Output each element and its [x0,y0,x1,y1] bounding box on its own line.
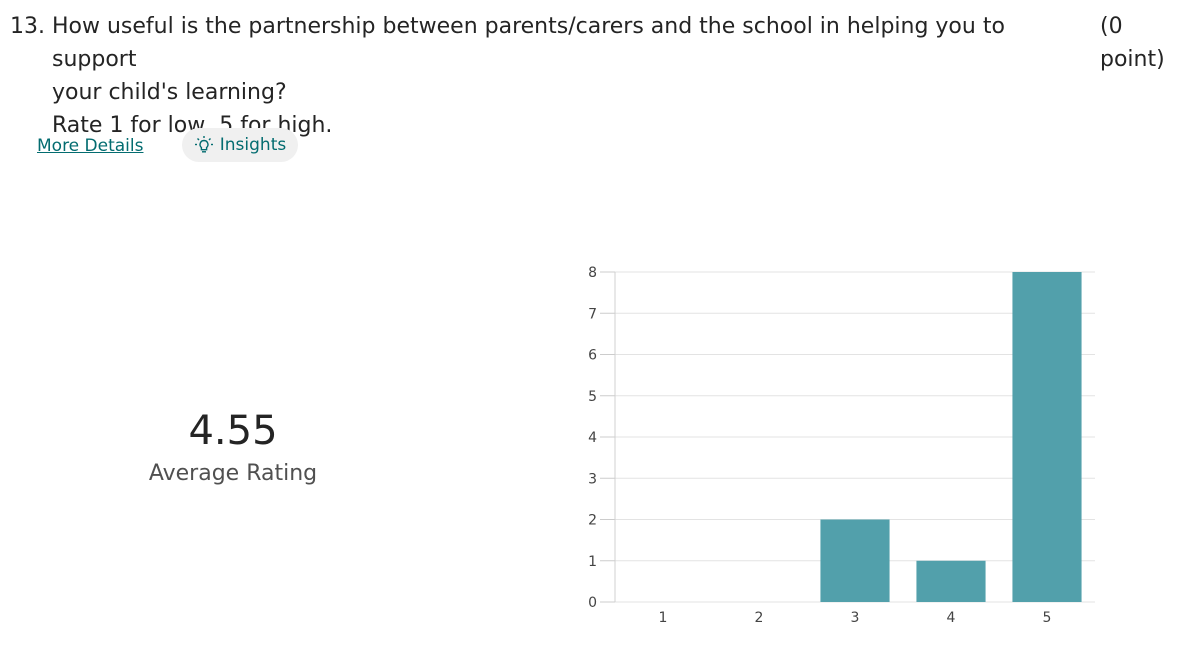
x-tick-label: 5 [1043,610,1052,626]
y-tick-label: 4 [588,430,597,446]
average-rating-value: 4.55 [188,408,278,454]
bar [820,519,890,602]
y-tick-label: 2 [588,513,597,529]
x-tick-label: 1 [659,610,668,626]
x-tick-label: 2 [755,610,764,626]
y-tick-label: 7 [588,306,597,322]
insights-label: Insights [219,135,287,155]
y-tick-label: 5 [588,389,597,405]
rating-bar-chart: 0 1 2 3 4 5 6 7 8 1 2 3 4 5 [588,265,1095,626]
y-tick-label: 6 [588,348,597,364]
points-line: point) [1100,47,1165,72]
question-points: (0 point) [1100,10,1165,76]
bar [1012,272,1082,602]
y-tick-label: 8 [588,265,597,281]
question-line: How useful is the partnership between pa… [52,14,1005,72]
lightbulb-icon [194,135,214,155]
average-rating-label: Average Rating [148,461,318,486]
question-number: 13. [10,14,45,39]
y-tick-label: 1 [588,554,597,570]
x-tick-label: 4 [947,610,956,626]
question-text: How useful is the partnership between pa… [52,10,1072,142]
y-tick-label: 0 [588,595,597,611]
question-line: your child's learning? [52,80,287,105]
insights-button[interactable]: Insights [182,128,298,162]
more-details-link[interactable]: More Details [37,136,144,156]
x-tick-label: 3 [851,610,860,626]
points-line: (0 [1100,14,1123,39]
bar [916,560,986,602]
y-tick-label: 3 [588,471,597,487]
